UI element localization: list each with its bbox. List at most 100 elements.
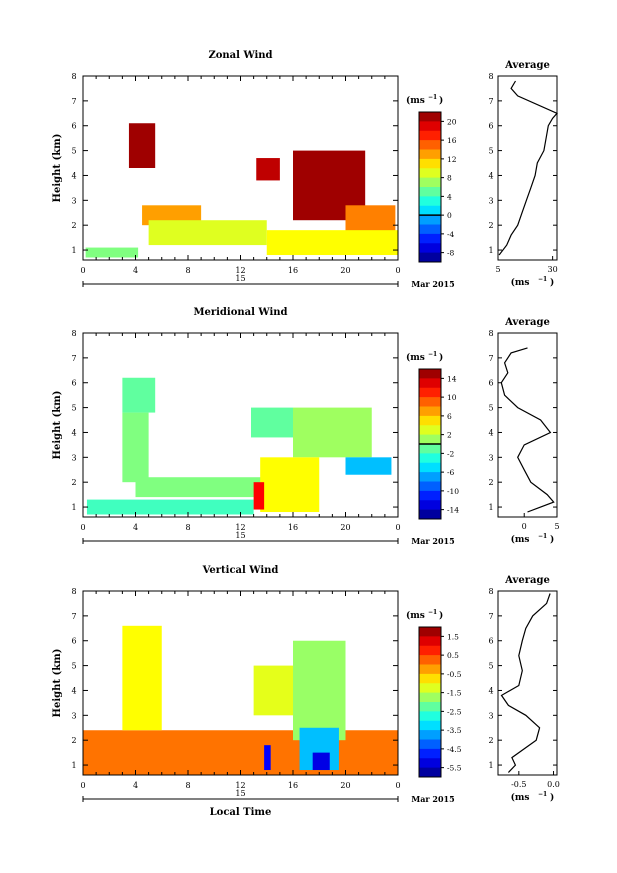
x-tick-label: 0 — [80, 781, 85, 790]
colorbar-band — [419, 387, 441, 398]
colorbar-tick-label: 4 — [447, 192, 452, 201]
average-y-tick-label: 8 — [488, 72, 493, 81]
unit-label: (ms — [406, 352, 425, 363]
average-y-tick-label: 1 — [488, 503, 493, 512]
date-label: 15 — [235, 274, 245, 283]
y-tick-label: 3 — [71, 453, 76, 462]
unit-exponent: −1 — [428, 94, 437, 101]
colorbar-band — [419, 453, 441, 464]
colorbar-tick-label: -8 — [447, 249, 455, 258]
heatmap-cell — [293, 640, 346, 741]
y-tick-label: 3 — [71, 711, 76, 720]
average-unit-exponent: −1 — [538, 276, 547, 283]
y-tick-label: 1 — [71, 503, 76, 512]
unit-label: (ms — [406, 95, 425, 106]
average-y-tick-label: 2 — [488, 736, 493, 745]
colorbar-band — [419, 758, 441, 769]
colorbar-band — [419, 149, 441, 160]
colorbar-band — [419, 434, 441, 445]
colorbar-band — [419, 140, 441, 150]
colorbar-band — [419, 112, 441, 122]
x-tick-label: 0 — [395, 523, 400, 532]
colorbar-tick-label: 0 — [447, 211, 452, 220]
average-y-tick-label: 6 — [488, 637, 493, 646]
colorbar-band — [419, 406, 441, 417]
colorbar-tick-label: -10 — [447, 487, 459, 496]
panel-title: Zonal Wind — [208, 50, 272, 61]
y-axis-label: Height (km) — [52, 391, 63, 460]
month-label: Mar 2015 — [411, 536, 454, 546]
x-tick-label: 16 — [288, 266, 298, 275]
colorbar-tick-label: -4.5 — [447, 745, 462, 754]
colorbar-band — [419, 121, 441, 132]
x-tick-label: 0 — [80, 523, 85, 532]
colorbar-band — [419, 702, 441, 712]
colorbar-tick-label: -5.5 — [447, 764, 462, 773]
average-x-tick-label: -0.5 — [511, 780, 526, 789]
heatmap-cell — [253, 665, 293, 716]
y-tick-label: 6 — [71, 379, 76, 388]
heatmap-regions — [83, 625, 398, 775]
month-label: Mar 2015 — [411, 794, 454, 804]
colorbar-band — [419, 252, 441, 263]
x-tick-label: 8 — [185, 781, 190, 790]
colorbar-band — [419, 673, 441, 684]
heatmap-cell — [260, 457, 320, 513]
heatmap-cell — [85, 247, 139, 258]
average-profile-line — [500, 347, 555, 513]
average-y-tick-label: 5 — [488, 662, 493, 671]
y-tick-label: 2 — [71, 736, 76, 745]
colorbar-band — [419, 158, 441, 169]
colorbar-band — [419, 739, 441, 750]
average-unit-paren: ) — [550, 792, 554, 803]
average-y-tick-label: 4 — [488, 686, 493, 695]
average-y-tick-label: 6 — [488, 379, 493, 388]
y-tick-label: 7 — [71, 97, 76, 106]
average-y-tick-label: 1 — [488, 761, 493, 770]
y-tick-label: 1 — [71, 246, 76, 255]
colorbar-tick-label: 6 — [447, 412, 452, 421]
average-y-tick-label: 4 — [488, 428, 493, 437]
colorbar-band — [419, 711, 441, 722]
x-tick-label: 16 — [288, 781, 298, 790]
colorbar-band — [419, 224, 441, 235]
y-axis-label: Height (km) — [52, 649, 63, 718]
colorbar-tick-label: -2.5 — [447, 707, 462, 716]
heatmap-cell — [86, 499, 254, 515]
average-y-tick-label: 7 — [488, 354, 493, 363]
colorbar-band — [419, 196, 441, 207]
colorbar-band — [419, 767, 441, 778]
unit-exponent: −1 — [428, 351, 437, 358]
average-title: Average — [504, 575, 550, 586]
average-frame — [497, 332, 558, 518]
average-y-tick-label: 2 — [488, 478, 493, 487]
x-tick-label: 20 — [340, 266, 350, 275]
average-y-tick-label: 6 — [488, 122, 493, 131]
colorbar-band — [419, 472, 441, 482]
colorbar-band — [419, 627, 441, 637]
colorbar-band — [419, 655, 441, 665]
colorbar: 20 16 12 8 4 0 -4 -8 — [418, 111, 457, 263]
unit-label: (ms — [406, 610, 425, 621]
colorbar-band — [419, 415, 441, 426]
colorbar-tick-label: 10 — [447, 393, 457, 402]
colorbar-tick-label: -3.5 — [447, 726, 462, 735]
heatmap-regions — [86, 377, 392, 515]
colorbar-tick-label: -6 — [447, 468, 455, 477]
colorbar-band — [419, 425, 441, 436]
x-axis-label: Local Time — [210, 807, 272, 818]
average-unit-exponent: −1 — [538, 533, 547, 540]
average-y-tick-label: 5 — [488, 404, 493, 413]
average-panel: Average 1 2 3 4 5 6 7 8 5 30 (ms −1) — [488, 60, 558, 288]
average-x-tick-label: 5 — [495, 265, 500, 274]
heatmap-cell — [128, 123, 156, 168]
average-unit-label: (ms — [511, 792, 530, 803]
average-y-tick-label: 3 — [488, 711, 493, 720]
y-tick-label: 6 — [71, 637, 76, 646]
average-title: Average — [504, 317, 550, 328]
x-tick-label: 4 — [133, 781, 138, 790]
colorbar-band — [419, 444, 441, 454]
colorbar-tick-label: 12 — [447, 155, 457, 164]
